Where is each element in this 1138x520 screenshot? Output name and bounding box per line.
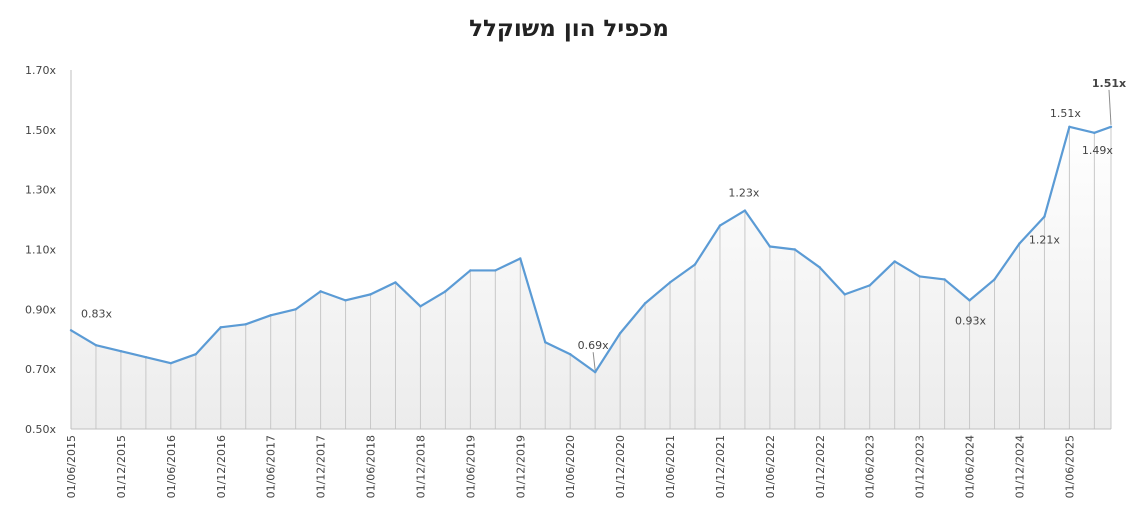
- data-label: 1.21x: [1029, 234, 1060, 247]
- x-tick-label: 01/12/2017: [315, 435, 328, 498]
- y-tick-label: 0.70x: [25, 363, 56, 376]
- data-point: [668, 281, 672, 284]
- data-point: [569, 353, 572, 356]
- data-point: [1109, 125, 1113, 129]
- data-point: [219, 326, 222, 329]
- data-point: [444, 290, 447, 293]
- x-tick-label: 01/12/2018: [414, 435, 427, 498]
- chart-title: מכפיל הון משוקלל: [469, 16, 669, 42]
- data-point: [768, 245, 772, 248]
- data-point: [793, 248, 797, 251]
- x-tick-label: 01/06/2020: [564, 435, 577, 498]
- x-tick-label: 01/12/2023: [914, 435, 927, 498]
- x-tick-label: 01/06/2022: [764, 435, 777, 498]
- x-tick-label: 01/12/2022: [814, 435, 827, 498]
- data-point: [618, 332, 622, 335]
- data-point: [918, 275, 921, 278]
- data-point: [943, 278, 946, 281]
- data-point: [1018, 242, 1021, 245]
- data-point: [269, 314, 272, 317]
- x-tick-label: 01/12/2019: [514, 435, 527, 498]
- data-point: [419, 305, 422, 308]
- data-point: [494, 269, 497, 272]
- data-point: [394, 281, 397, 284]
- data-point: [993, 278, 996, 281]
- y-tick-label: 0.90x: [25, 303, 56, 316]
- data-point: [818, 266, 821, 269]
- x-tick-label: 01/12/2024: [1013, 435, 1026, 498]
- data-point: [144, 356, 148, 359]
- data-point: [344, 299, 347, 302]
- x-tick-label: 01/06/2018: [365, 435, 378, 498]
- data-point: [469, 269, 472, 272]
- data-point: [643, 302, 647, 305]
- label-leader-line: [1108, 89, 1112, 125]
- y-tick-label: 1.10x: [25, 244, 56, 257]
- data-point: [1043, 215, 1046, 218]
- x-tick-label: 01/06/2023: [864, 435, 877, 498]
- data-point: [244, 323, 247, 326]
- y-tick-label: 0.50x: [25, 423, 56, 436]
- area-fill: [71, 126, 1111, 429]
- data-point: [593, 370, 597, 374]
- x-tick-label: 01/06/2024: [964, 435, 977, 498]
- y-tick-label: 1.30x: [25, 184, 56, 197]
- data-point: [968, 299, 971, 302]
- x-tick-label: 01/06/2021: [664, 435, 677, 498]
- data-point: [519, 257, 522, 260]
- line-layer: [69, 125, 1113, 374]
- data-label: 0.69x: [578, 339, 609, 352]
- x-tick-label: 01/06/2019: [464, 435, 477, 498]
- data-point: [1093, 131, 1096, 135]
- data-labels-layer: 0.83x 0.69x 1.23x 0.93x 1.21x 1.51x 1.49x 1.51x: [81, 77, 1126, 371]
- data-point: [69, 329, 73, 332]
- data-point: [743, 209, 747, 212]
- data-point: [194, 353, 197, 356]
- data-point: [1068, 125, 1071, 129]
- y-tick-label: 1.50x: [25, 124, 56, 137]
- x-tick-label: 01/12/2016: [215, 435, 228, 498]
- data-point: [544, 341, 547, 344]
- data-point: [868, 284, 871, 287]
- drop-lines-layer: [70, 126, 1112, 429]
- data-label: 1.23x: [728, 187, 759, 200]
- x-tick-label: 01/06/2016: [165, 435, 178, 498]
- data-point: [169, 361, 173, 365]
- y-tick-label: 1.70x: [25, 64, 56, 77]
- data-label: 1.49x: [1082, 144, 1113, 157]
- x-tick-label: 01/06/2015: [65, 435, 78, 498]
- data-point: [718, 224, 722, 227]
- data-point: [94, 344, 98, 347]
- data-label: 1.51x: [1050, 107, 1081, 120]
- x-tick-label: 01/12/2021: [714, 435, 727, 498]
- x-tick-label: 01/06/2017: [265, 435, 278, 498]
- data-point: [294, 308, 297, 311]
- data-point: [119, 350, 123, 353]
- data-label: 0.83x: [81, 307, 112, 320]
- axes-layer: 1.70x 1.50x 1.30x 1.10x 0.90x 0.70x 0.50x 01/06…: [25, 64, 1111, 498]
- label-leader-line: [592, 352, 596, 371]
- x-tick-label: 01/12/2020: [614, 435, 627, 498]
- x-tick-label: 01/12/2015: [115, 435, 128, 498]
- data-point: [369, 293, 372, 296]
- data-point: [319, 290, 322, 293]
- data-label: 0.93x: [955, 314, 986, 327]
- data-point: [893, 260, 896, 263]
- data-point: [843, 293, 846, 296]
- area-layer: [71, 126, 1111, 429]
- data-point: [693, 263, 697, 266]
- data-label: 1.51x: [1092, 77, 1126, 90]
- x-tick-label: 01/06/2025: [1063, 435, 1076, 498]
